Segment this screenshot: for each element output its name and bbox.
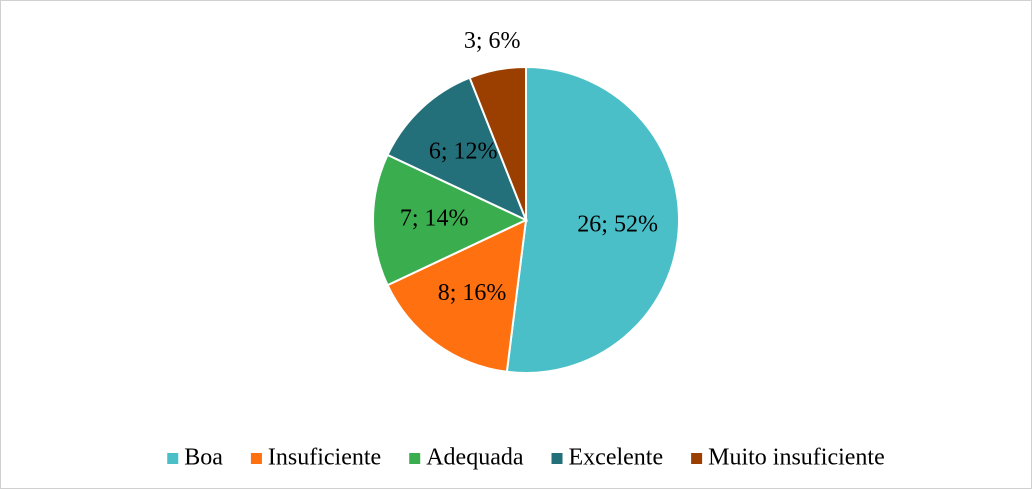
legend-label: Adequada <box>426 445 524 471</box>
legend-label: Excelente <box>569 445 664 471</box>
legend-swatch <box>250 453 262 464</box>
legend: Boa Insuficiente Adequada Excelente Muito in… <box>167 445 885 471</box>
legend-label: Boa <box>184 445 223 471</box>
legend-label: Muito insuficiente <box>708 445 885 471</box>
pie-slice <box>372 153 529 287</box>
data-label: 8; 16% <box>438 280 507 306</box>
data-label: 7; 14% <box>400 206 469 232</box>
legend-swatch <box>167 453 179 464</box>
data-label: 6; 12% <box>429 139 498 165</box>
pie-slice <box>386 76 528 222</box>
pie-slice <box>505 65 680 374</box>
data-label: 3; 6% <box>464 28 521 54</box>
legend-swatch <box>409 453 421 464</box>
data-label: 26; 52% <box>577 211 658 237</box>
pie-slice <box>468 65 527 221</box>
legend-swatch <box>691 453 703 464</box>
data-labels: 26; 52% 8; 16% 7; 14% 6; 12% 3; 6% <box>400 28 658 306</box>
pie-slice <box>386 218 528 373</box>
legend-label: Insuficiente <box>268 445 381 471</box>
pie <box>372 65 680 374</box>
legend-swatch <box>551 453 563 464</box>
